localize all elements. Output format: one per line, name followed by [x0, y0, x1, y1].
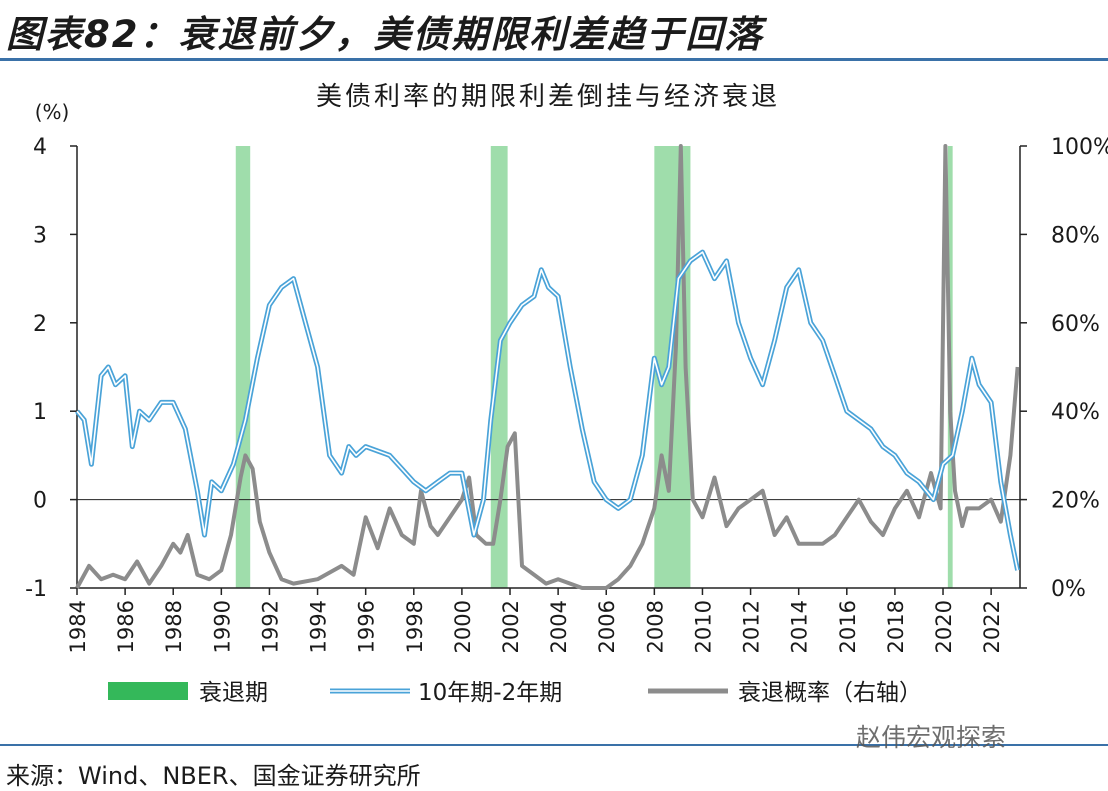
y2-tick-label: 40%	[1051, 400, 1100, 425]
y-tick-label: 2	[33, 312, 47, 337]
spread-line-outer	[75, 249, 1021, 571]
chart-series	[75, 144, 1021, 590]
y-tick-label: -1	[25, 577, 47, 602]
x-tick-label: 2020	[932, 600, 956, 653]
legend-label-spread: 10年期-2年期	[418, 680, 562, 706]
x-tick-label: 2016	[836, 600, 860, 653]
x-tick-label: 1996	[355, 600, 379, 653]
y-tick-label: 0	[33, 489, 47, 514]
chart-title: 美债利率的期限利差倒挂与经济衰退	[316, 82, 780, 112]
x-tick-label: 2008	[643, 600, 667, 653]
x-tick-label: 1992	[258, 600, 282, 653]
y2-tick-label: 80%	[1051, 223, 1100, 248]
x-tick-label: 1994	[307, 600, 331, 653]
x-tick-label: 1984	[66, 600, 90, 653]
x-tick-label: 1998	[403, 600, 427, 653]
x-tick-label: 1986	[114, 600, 138, 653]
y-tick-label: 4	[33, 135, 47, 160]
recession-band	[235, 146, 251, 588]
x-tick-label: 2010	[691, 600, 715, 653]
spread-line-inner	[76, 251, 1019, 571]
x-tick-label: 2014	[788, 600, 812, 653]
x-tick-label: 2006	[595, 600, 619, 653]
footer-divider	[0, 744, 1108, 746]
header-divider	[0, 58, 1108, 61]
chart-axes: 4 3 2 1 0 -1 100% 80% 60% 40% 20% 0% 1984 1986 1988 199…	[25, 135, 1108, 653]
x-tick-label: 1988	[162, 600, 186, 653]
y-tick-label: 1	[33, 400, 47, 425]
y2-tick-label: 60%	[1051, 312, 1100, 337]
y-tick-label: 3	[33, 223, 47, 248]
x-tick-label: 2000	[451, 600, 475, 653]
figure-caption: 图表82：衰退前夕，美债期限利差趋于回落	[6, 13, 764, 56]
legend-label-probability: 衰退概率（右轴）	[738, 680, 922, 706]
x-tick-label: 2018	[884, 600, 908, 653]
y2-tick-label: 20%	[1051, 489, 1100, 514]
watermark: 赵伟宏观探索	[856, 723, 1007, 752]
yield-spread-chart: 美债利率的期限利差倒挂与经济衰退 (%) 4 3 2 1 0 -1 100% 80% 60% 40…	[25, 82, 1108, 706]
legend-swatch-recession	[108, 682, 188, 700]
x-tick-label: 2002	[499, 600, 523, 653]
y2-tick-label: 100%	[1051, 135, 1108, 160]
source-note: 来源：Wind、NBER、国金证券研究所	[6, 762, 421, 790]
chart-legend: 衰退期 10年期-2年期 衰退概率（右轴）	[108, 680, 922, 706]
legend-label-recession: 衰退期	[199, 680, 268, 706]
y2-tick-label: 0%	[1051, 577, 1086, 602]
x-tick-label: 2012	[740, 600, 764, 653]
x-tick-label: 2004	[547, 600, 571, 653]
y-axis-unit-label: (%)	[35, 100, 70, 124]
recession-probability-line	[75, 144, 1020, 590]
x-tick-label: 1990	[210, 600, 234, 653]
x-tick-label: 2022	[980, 600, 1004, 653]
